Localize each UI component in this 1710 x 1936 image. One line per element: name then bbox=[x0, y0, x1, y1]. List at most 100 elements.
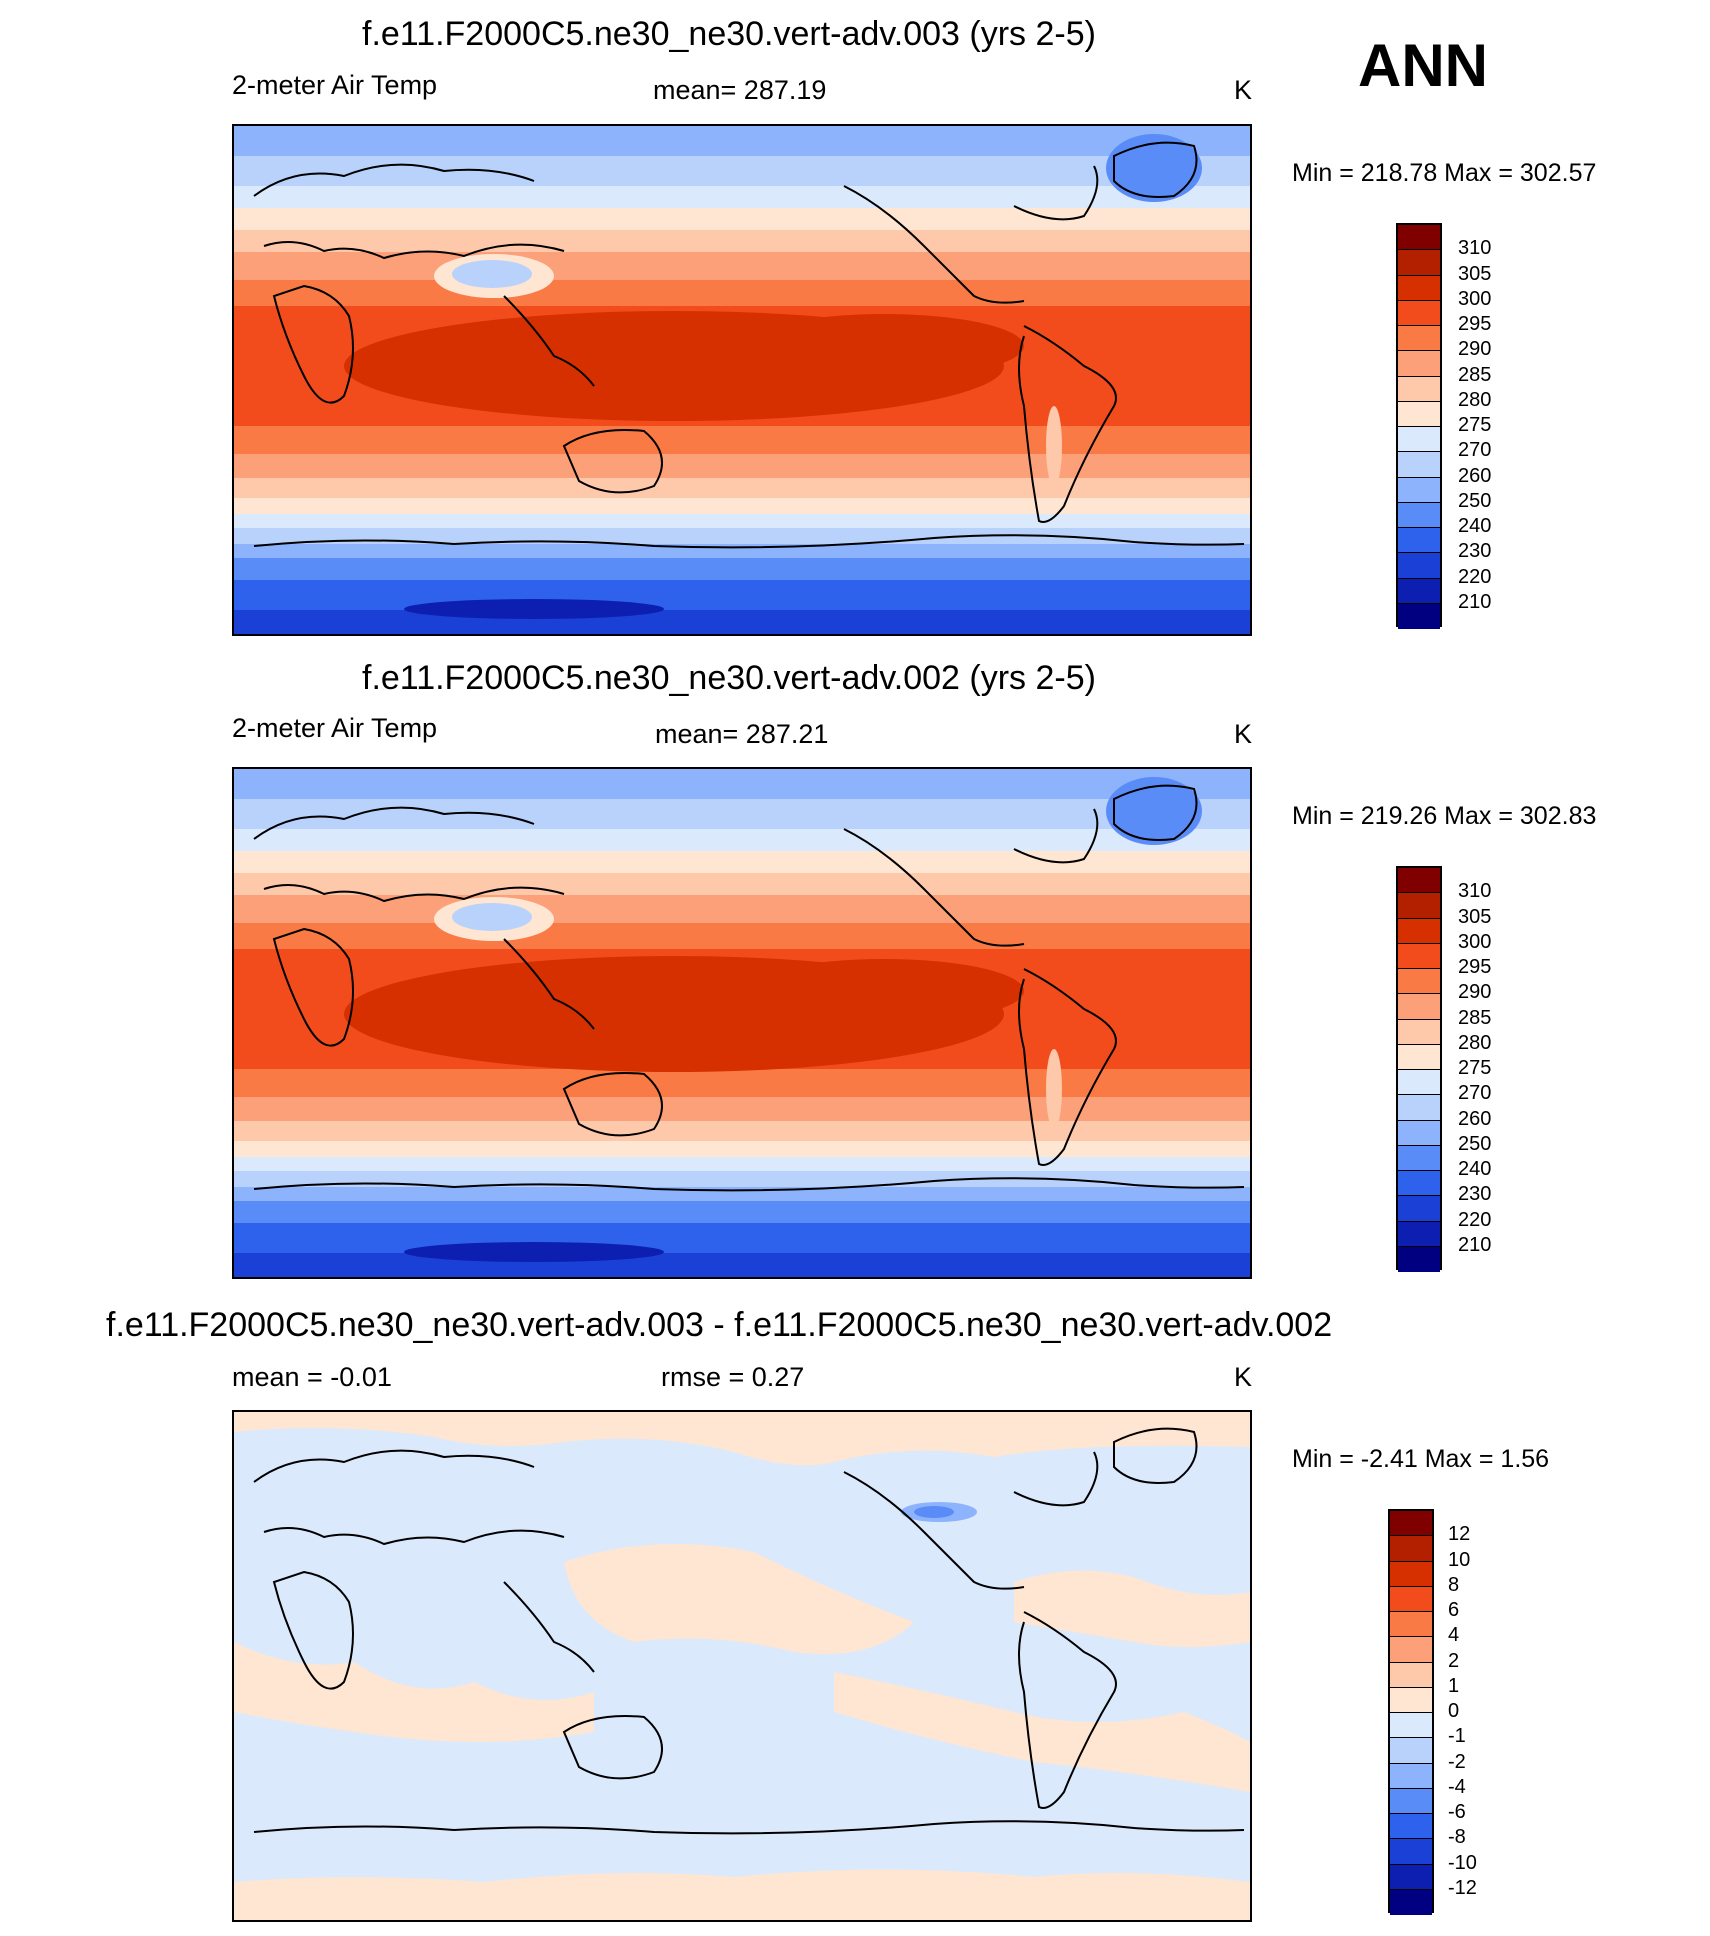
eurasia-south-coast bbox=[263, 1527, 565, 1546]
colorbar-tick-label: 240 bbox=[1458, 1158, 1492, 1180]
band-arctic bbox=[234, 126, 1250, 156]
panel2-map bbox=[232, 767, 1252, 1279]
north-america-east bbox=[1013, 165, 1099, 221]
colorbar-tick-label: 4 bbox=[1448, 1624, 1460, 1647]
colorbar-tick-label: -2 bbox=[1448, 1750, 1466, 1773]
band-south-sub bbox=[234, 1069, 1250, 1097]
panel1-units: K bbox=[1234, 75, 1253, 105]
panel3-colorbar bbox=[1388, 1509, 1434, 1915]
colorbar-segment bbox=[1398, 1196, 1440, 1222]
band-antarctica bbox=[234, 1223, 1250, 1253]
colorbar-tick-label: 10 bbox=[1448, 1548, 1471, 1571]
south-america bbox=[1018, 1611, 1117, 1809]
colorbar-tick-label: 260 bbox=[1458, 464, 1492, 487]
colorbar-segment bbox=[1398, 376, 1440, 402]
colorbar-segment bbox=[1398, 1221, 1440, 1247]
se-asia bbox=[503, 938, 595, 1030]
polar-cold-core bbox=[404, 599, 664, 619]
colorbar-tick-label: 270 bbox=[1458, 439, 1492, 462]
colorbar-tick-label: 240 bbox=[1458, 515, 1492, 537]
diff-positive-regions bbox=[234, 1412, 1250, 1920]
panel3-mean: mean = -0.01 bbox=[232, 1362, 392, 1392]
panel2-colorbar bbox=[1396, 866, 1442, 1272]
colorbar-tick-label: 305 bbox=[1458, 905, 1492, 928]
colorbar-segment bbox=[1390, 1814, 1432, 1840]
colorbar-segment bbox=[1390, 1536, 1432, 1562]
pacific-warm bbox=[744, 959, 1024, 1023]
band-polar-plateau bbox=[234, 610, 1250, 634]
colorbar-segment bbox=[1390, 1612, 1432, 1638]
band-south-warm bbox=[234, 1097, 1250, 1121]
band-southern-ocean bbox=[234, 528, 1250, 544]
panel2-title: f.e11.F2000C5.ne30_ne30.vert-adv.002 (yr… bbox=[362, 659, 1096, 697]
colorbar-segment bbox=[1398, 528, 1440, 554]
antarctica-coast bbox=[253, 534, 1245, 549]
band-north-mild bbox=[234, 873, 1250, 895]
band-north-warm bbox=[234, 895, 1250, 923]
antarctica-coast bbox=[253, 1820, 1245, 1835]
coastlines bbox=[253, 141, 1245, 549]
band-north-mild bbox=[234, 230, 1250, 252]
panel3-minmax: Min = -2.41 Max = 1.56 bbox=[1292, 1445, 1550, 1473]
colorbar-segment bbox=[1398, 427, 1440, 453]
panel1-title: f.e11.F2000C5.ne30_ne30.vert-adv.003 (yr… bbox=[362, 15, 1096, 53]
colorbar-segment bbox=[1390, 1763, 1432, 1789]
australia bbox=[562, 1715, 663, 1780]
panel3-rmse: rmse = 0.27 bbox=[661, 1362, 805, 1392]
band-north-sub bbox=[234, 280, 1250, 306]
colorbar-tick-label: -1 bbox=[1448, 1725, 1466, 1748]
diff-base bbox=[234, 1412, 1250, 1920]
panel1-variable: 2-meter Air Temp bbox=[232, 70, 438, 100]
colorbar-segment bbox=[1390, 1839, 1432, 1865]
colorbar-segment bbox=[1398, 893, 1440, 919]
band-north-cold bbox=[234, 829, 1250, 851]
colorbar-segment bbox=[1398, 1246, 1440, 1272]
colorbar-segment bbox=[1390, 1586, 1432, 1612]
panel1-mean: mean= 287.19 bbox=[653, 75, 827, 105]
colorbar-tick-label: 275 bbox=[1458, 414, 1492, 436]
colorbar-segment bbox=[1398, 1171, 1440, 1197]
panel3-title: f.e11.F2000C5.ne30_ne30.vert-adv.003 - f… bbox=[106, 1306, 1333, 1344]
band-south-cold bbox=[234, 514, 1250, 528]
colorbar-segment bbox=[1398, 1120, 1440, 1146]
panel1-minmax: Min = 218.78 Max = 302.57 bbox=[1292, 159, 1597, 187]
tibet-cold bbox=[452, 260, 532, 288]
panel2-map-svg bbox=[234, 769, 1250, 1277]
panel3-units: K bbox=[1234, 1362, 1253, 1392]
coastlines bbox=[253, 1427, 1245, 1835]
greenland-outline bbox=[1113, 784, 1198, 841]
diff-sp-warm bbox=[834, 1672, 1250, 1792]
eurasia-south-coast bbox=[263, 241, 565, 260]
colorbar-tick-label: 295 bbox=[1458, 956, 1492, 978]
africa bbox=[272, 927, 354, 1047]
tibet-cold bbox=[452, 903, 532, 931]
colorbar-segment bbox=[1398, 943, 1440, 969]
band-arctic bbox=[234, 769, 1250, 799]
band-north-cool bbox=[234, 208, 1250, 230]
band-antarctic-edge bbox=[234, 558, 1250, 580]
colorbar-tick-label: 12 bbox=[1448, 1523, 1471, 1546]
panel3-map bbox=[232, 1410, 1252, 1922]
colorbar-segment bbox=[1390, 1738, 1432, 1764]
colorbar-tick-label: 0 bbox=[1448, 1700, 1460, 1722]
colorbar-segment bbox=[1398, 275, 1440, 301]
se-asia bbox=[503, 1581, 595, 1673]
australia bbox=[562, 429, 663, 494]
colorbar-tick-label: 310 bbox=[1458, 880, 1492, 903]
colorbar-tick-label: 8 bbox=[1448, 1573, 1460, 1596]
colorbar-tick-label: 250 bbox=[1458, 489, 1492, 512]
colorbar-segment bbox=[1390, 1788, 1432, 1814]
colorbar-segment bbox=[1398, 969, 1440, 995]
colorbar-tick-label: -12 bbox=[1448, 1876, 1477, 1899]
greenland-outline bbox=[1113, 141, 1198, 198]
colorbar-tick-label: 220 bbox=[1458, 1208, 1492, 1231]
andes bbox=[1046, 406, 1062, 486]
greenland-cold bbox=[1106, 777, 1202, 845]
north-america-east bbox=[1013, 808, 1099, 864]
colorbar-tick-label: 230 bbox=[1458, 1183, 1492, 1206]
colorbar-segment bbox=[1398, 452, 1440, 478]
pacific-warm bbox=[744, 314, 1024, 378]
colorbar-tick-label: -6 bbox=[1448, 1801, 1466, 1823]
north-america-west bbox=[843, 1471, 1025, 1590]
band-south-cool bbox=[234, 1141, 1250, 1157]
